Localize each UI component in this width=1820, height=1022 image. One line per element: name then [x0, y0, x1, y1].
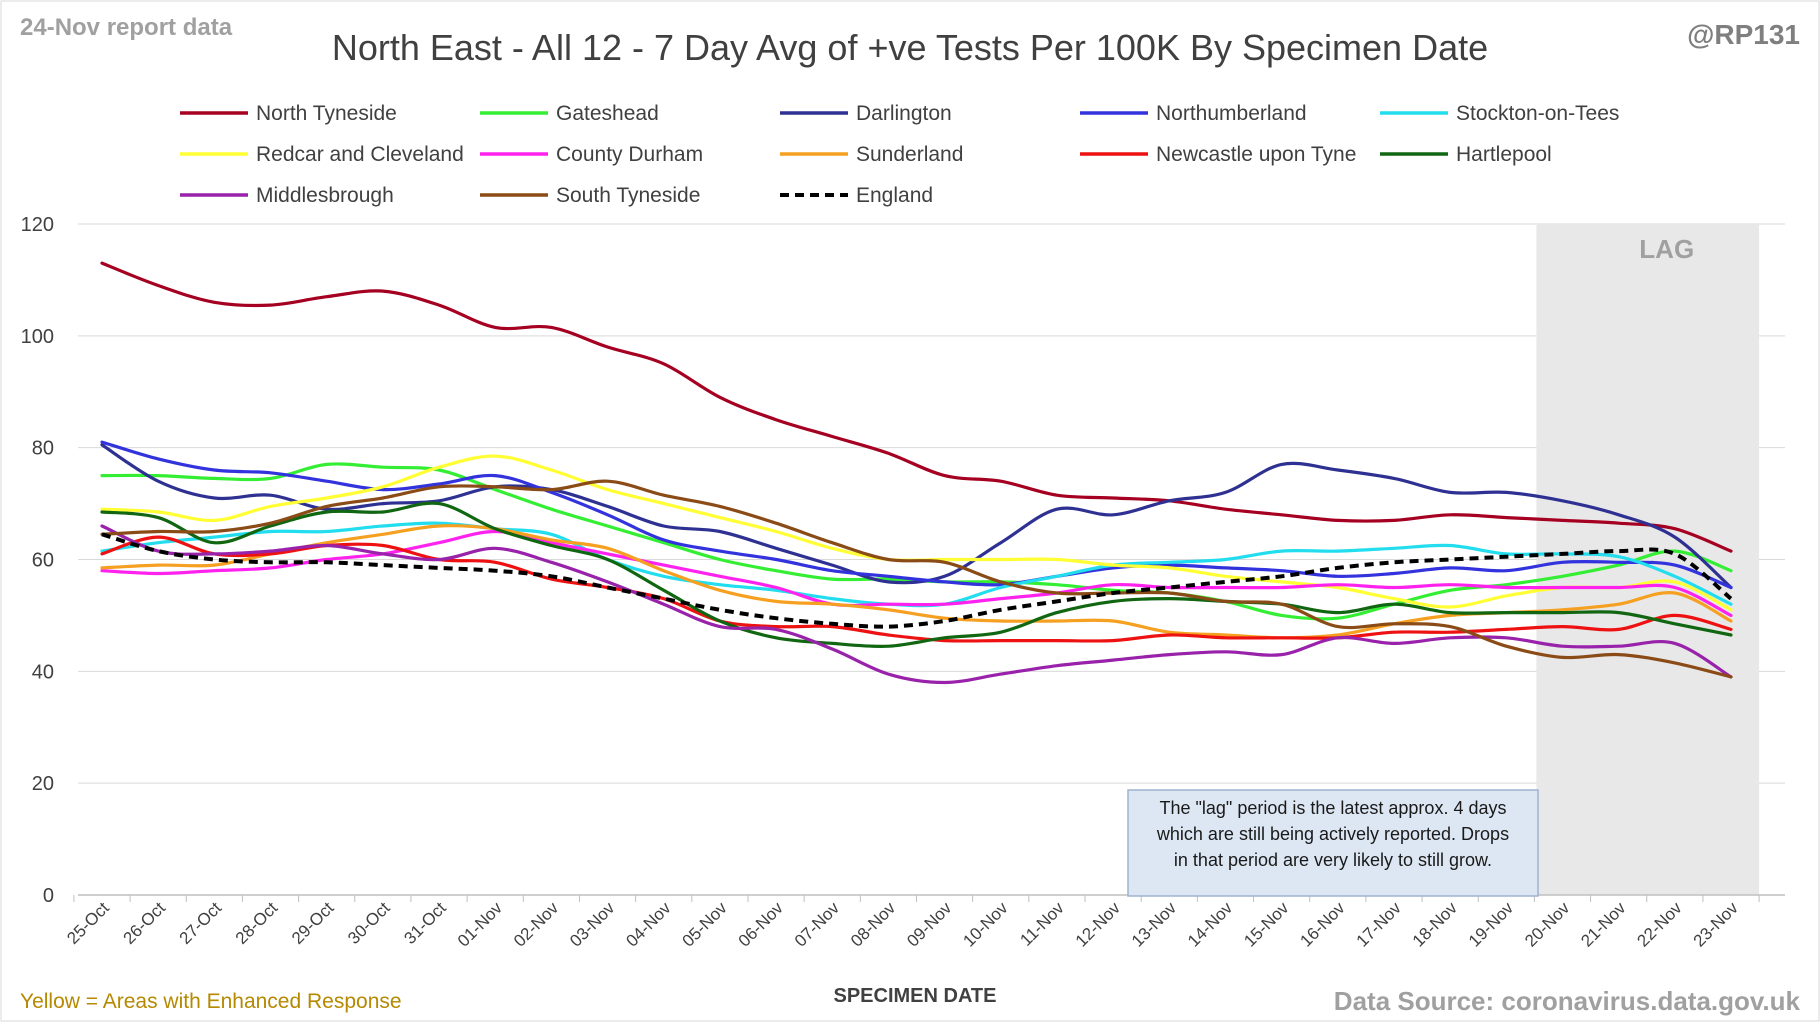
series-line-england — [101, 532, 1733, 629]
legend-label-darlington: Darlington — [856, 102, 952, 125]
legend-item-hartlepool: Hartlepool — [1380, 143, 1552, 166]
series-line-newcastle-upon-tyne — [100, 535, 1733, 643]
lag-note-line-3: in that period are very likely to still … — [1174, 850, 1492, 870]
y-tick-label-0: 0 — [43, 885, 54, 907]
legend-label-northumberland: Northumberland — [1156, 102, 1307, 125]
legend-item-south-tyneside: South Tyneside — [480, 184, 700, 207]
legend-label-newcastle-upon-tyne: Newcastle upon Tyne — [1156, 143, 1356, 166]
lag-band: LAG — [1536, 224, 1760, 895]
y-tick-label-100: 100 — [21, 326, 54, 348]
legend-label-stockton-on-tees: Stockton-on-Tees — [1456, 102, 1619, 125]
lag-band-rect — [1536, 224, 1760, 895]
lag-note-line-1: The "lag" period is the latest approx. 4… — [1160, 798, 1507, 818]
legend-item-darlington: Darlington — [780, 102, 952, 125]
y-tick-label-120: 120 — [21, 214, 54, 236]
legend-label-hartlepool: Hartlepool — [1456, 143, 1552, 166]
lag-note-box: The "lag" period is the latest approx. 4… — [1127, 789, 1539, 897]
x-axis-label: SPECIMEN DATE — [834, 985, 997, 1007]
y-tick-label-80: 80 — [32, 438, 54, 460]
legend-item-stockton-on-tees: Stockton-on-Tees — [1380, 102, 1619, 125]
legend-item-north-tyneside: North Tyneside — [180, 102, 397, 125]
chart-title: North East - All 12 - 7 Day Avg of +ve T… — [332, 27, 1488, 68]
legend-item-middlesbrough: Middlesbrough — [180, 184, 394, 207]
legend-label-middlesbrough: Middlesbrough — [256, 184, 394, 207]
legend-item-county-durham: County Durham — [480, 143, 703, 166]
y-tick-label-20: 20 — [32, 773, 54, 795]
legend-item-sunderland: Sunderland — [780, 143, 963, 166]
series-line-hartlepool — [100, 501, 1733, 648]
legend-item-england: England — [780, 184, 933, 207]
legend-label-county-durham: County Durham — [556, 143, 703, 166]
lag-note-line-2: which are still being actively reported.… — [1156, 824, 1509, 844]
gridlines — [78, 223, 1785, 784]
lag-label: LAG — [1639, 234, 1694, 264]
legend-label-south-tyneside: South Tyneside — [556, 184, 700, 207]
series-line-north-tyneside — [100, 261, 1733, 553]
legend-label-redcar-and-cleveland: Redcar and Cleveland — [256, 143, 464, 166]
y-tick-label-60: 60 — [32, 550, 54, 572]
legend-item-redcar-and-cleveland: Redcar and Cleveland — [180, 143, 464, 166]
author-handle: @RP131 — [1687, 19, 1800, 50]
legend-item-northumberland: Northumberland — [1080, 102, 1307, 125]
report-tag: 24-Nov report data — [20, 14, 233, 41]
legend-label-england: England — [856, 184, 933, 207]
legend-item-newcastle-upon-tyne: Newcastle upon Tyne — [1080, 143, 1356, 166]
legend-item-gateshead: Gateshead — [480, 102, 659, 125]
series-line-south-tyneside — [100, 479, 1733, 679]
y-tick-label-40: 40 — [32, 661, 54, 683]
data-source: Data Source: coronavirus.data.gov.uk — [1334, 986, 1801, 1016]
footer-note: Yellow = Areas with Enhanced Response — [20, 990, 402, 1013]
legend-label-gateshead: Gateshead — [556, 102, 659, 125]
legend: North Tyneside Gateshead Darlington Northum… — [180, 102, 1619, 207]
legend-label-north-tyneside: North Tyneside — [256, 102, 397, 125]
series-lines — [100, 261, 1733, 685]
series-line-middlesbrough — [100, 524, 1733, 685]
legend-label-sunderland: Sunderland — [856, 143, 963, 166]
